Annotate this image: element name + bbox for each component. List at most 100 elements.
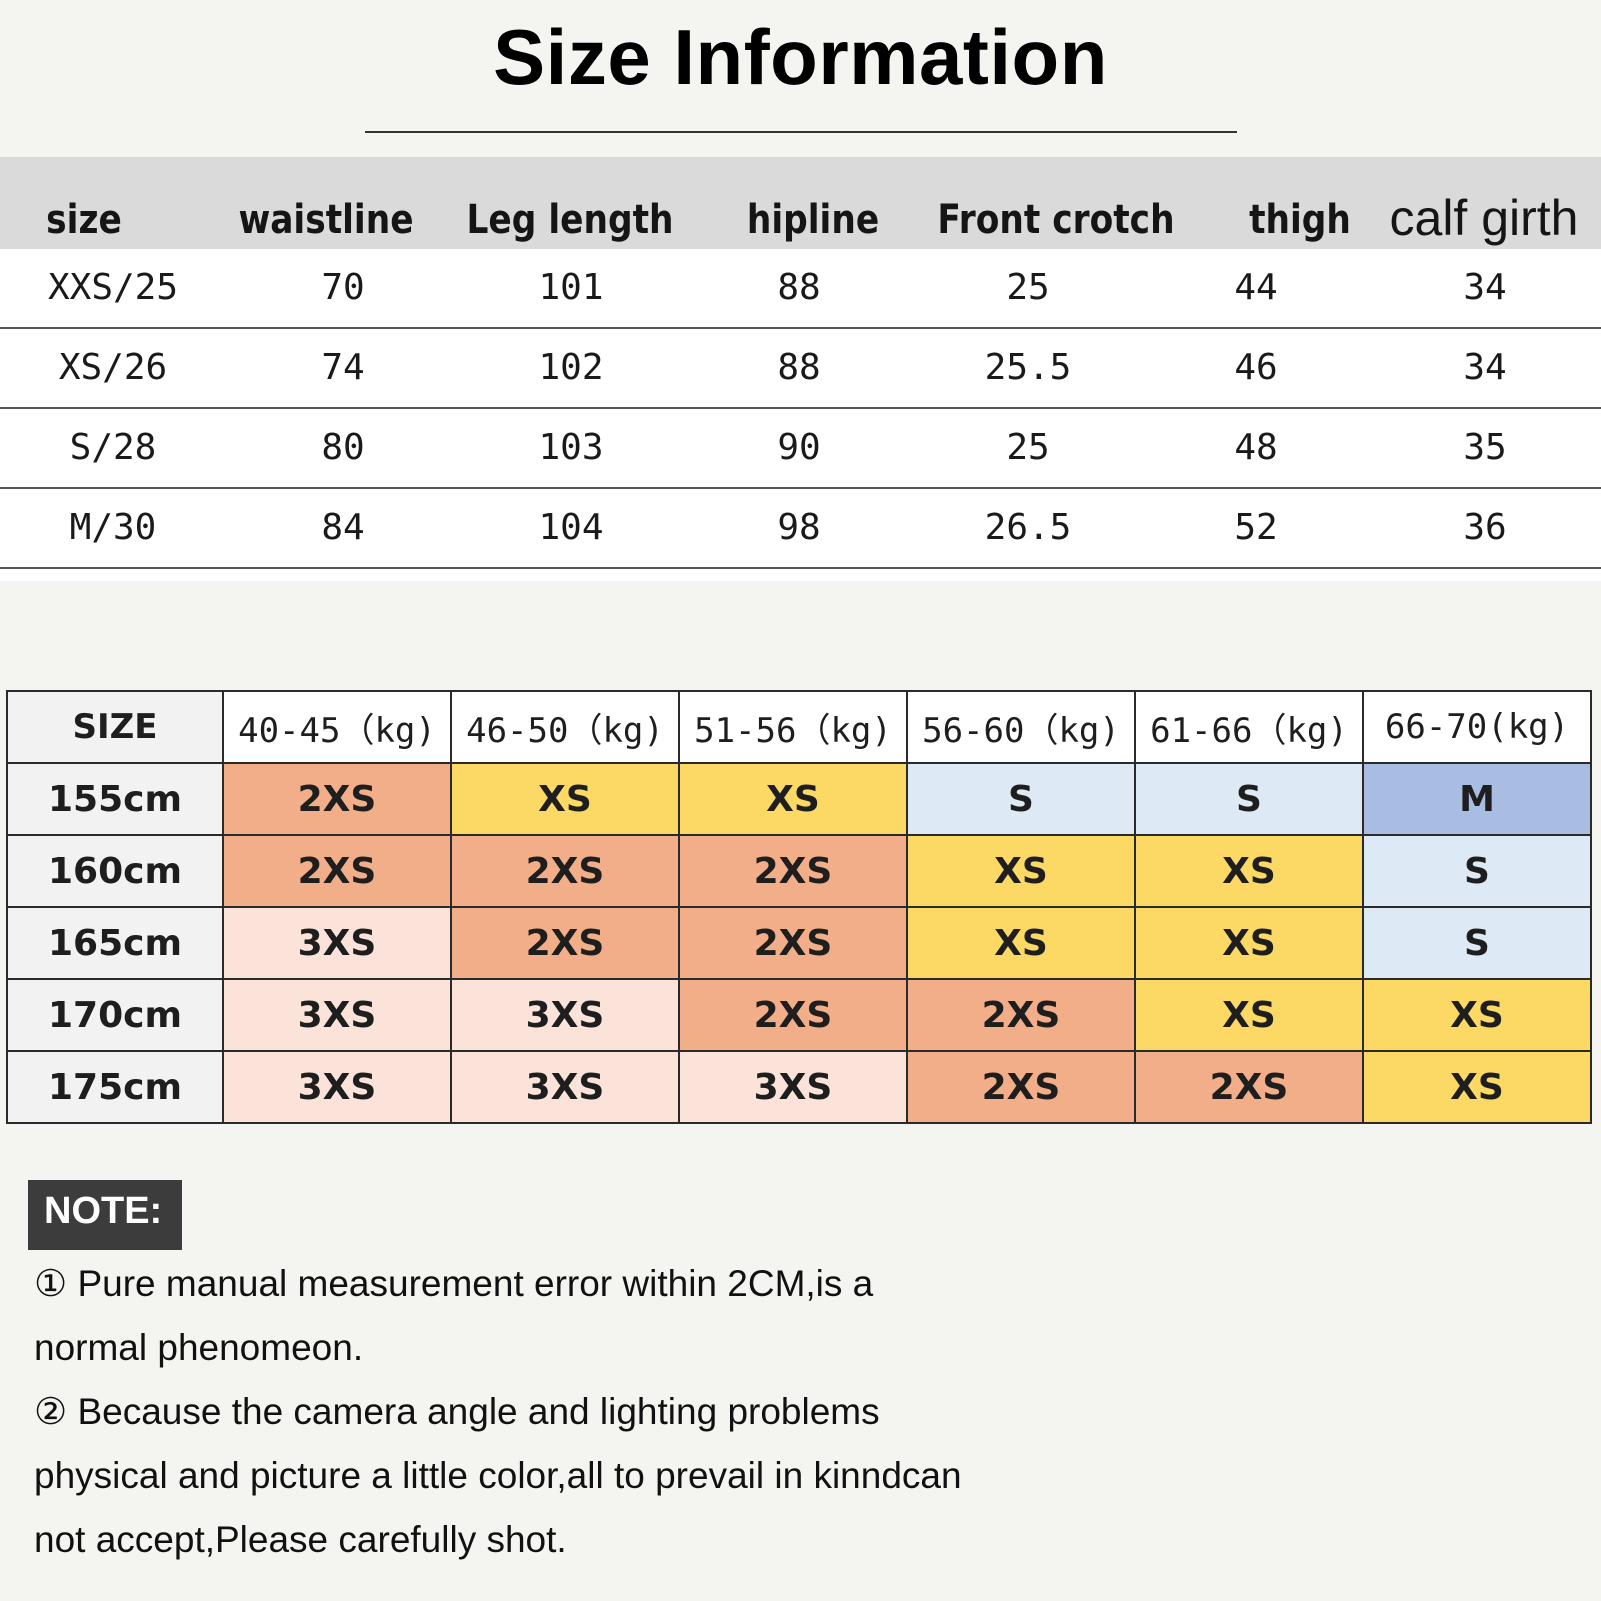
measurement-value: 70	[321, 267, 365, 308]
header-size: size	[46, 197, 122, 243]
size-cell: 2XS	[450, 906, 680, 980]
table-row: XXS/25 70 101 88 25 44 34	[0, 249, 1601, 329]
size-cell: 2XS	[906, 1050, 1136, 1124]
size-cell: XS	[906, 834, 1136, 908]
measurement-value: 74	[321, 347, 365, 388]
header-calf-girth: calf girth	[1389, 190, 1579, 246]
note-line: ② Because the camera angle and lighting …	[34, 1391, 880, 1432]
size-cell: 2XS	[222, 762, 452, 836]
measurement-value: 25	[1006, 267, 1050, 308]
size-cell: 2XS	[222, 834, 452, 908]
size-cell: 2XS	[678, 978, 908, 1052]
measurement-value: 36	[1463, 507, 1507, 548]
page-title: Size Information	[493, 13, 1108, 101]
note-line: not accept,Please carefully shot.	[34, 1519, 567, 1560]
row-divider	[0, 327, 1601, 329]
table-row: XS/26 74 102 88 25.5 46 34	[0, 329, 1601, 409]
size-cell: XS	[450, 762, 680, 836]
size-cell: 2XS	[450, 834, 680, 908]
measurement-value: 103	[538, 427, 604, 468]
size-cell: 2XS	[678, 906, 908, 980]
measurement-value: 34	[1463, 267, 1507, 308]
measurement-value: 104	[538, 507, 604, 548]
size-label: S/28	[69, 427, 157, 468]
row-divider	[0, 407, 1601, 409]
size-cell: M	[1362, 762, 1592, 836]
measurement-value: 84	[321, 507, 365, 548]
weight-range-header: 51-56（kg)	[678, 690, 908, 764]
note-text: ① Pure manual measurement error within 2…	[34, 1252, 1134, 1572]
measurement-value: 101	[538, 267, 604, 308]
measurement-value: 88	[777, 347, 821, 388]
size-cell: XS	[1134, 906, 1364, 980]
size-guide-table: SIZE 40-45（kg) 46-50（kg) 51-56（kg) 56-60（kg)…	[6, 690, 1592, 1124]
weight-range-header: 40-45（kg)	[222, 690, 452, 764]
table-row: 160cm 2XS 2XS 2XS XS XS S	[6, 834, 1592, 908]
height-label: 155cm	[6, 762, 224, 836]
size-cell: XS	[1362, 978, 1592, 1052]
measurement-value: 26.5	[984, 507, 1072, 548]
note-line: normal phenomeon.	[34, 1327, 364, 1368]
size-cell: 3XS	[222, 978, 452, 1052]
header-hipline: hipline	[746, 197, 880, 243]
measurement-value: 25.5	[984, 347, 1072, 388]
size-cell: S	[1362, 906, 1592, 980]
header-leg-length: Leg length	[466, 197, 674, 243]
measurement-value: 48	[1234, 427, 1278, 468]
note-line: physical and picture a little color,all …	[34, 1455, 962, 1496]
row-divider	[0, 567, 1601, 569]
measurement-value: 52	[1234, 507, 1278, 548]
size-cell: 3XS	[222, 906, 452, 980]
size-header: SIZE	[6, 690, 224, 764]
size-label: M/30	[69, 507, 157, 548]
size-cell: XS	[1134, 978, 1364, 1052]
weight-range-header: 56-60（kg)	[906, 690, 1136, 764]
size-cell: XS	[1362, 1050, 1592, 1124]
note-line: ① Pure manual measurement error within 2…	[34, 1263, 874, 1304]
size-cell: S	[1134, 762, 1364, 836]
measurement-value: 25	[1006, 427, 1050, 468]
table-row: M/30 84 104 98 26.5 52 36	[0, 489, 1601, 569]
height-label: 160cm	[6, 834, 224, 908]
header-thigh: thigh	[1249, 197, 1351, 243]
height-label: 165cm	[6, 906, 224, 980]
header-waistline: waistline	[238, 197, 414, 243]
table-row: 175cm 3XS 3XS 3XS 2XS 2XS XS	[6, 1050, 1592, 1124]
measurement-table-body: XXS/25 70 101 88 25 44 34 XS/26 74 102 88 25.5 46 34 S…	[0, 249, 1601, 581]
height-label: 175cm	[6, 1050, 224, 1124]
size-label: XS/26	[58, 347, 168, 388]
title-divider	[365, 131, 1237, 133]
size-label: XXS/25	[47, 267, 179, 308]
measurement-value: 102	[538, 347, 604, 388]
table-row: S/28 80 103 90 25 48 35	[0, 409, 1601, 489]
size-cell: XS	[906, 906, 1136, 980]
table-row: 155cm 2XS XS XS S S M	[6, 762, 1592, 836]
size-cell: 2XS	[1134, 1050, 1364, 1124]
note-badge: NOTE:	[28, 1180, 182, 1250]
header-front-crotch: Front crotch	[937, 197, 1175, 243]
size-cell: 3XS	[450, 1050, 680, 1124]
weight-range-header: 46-50（kg)	[450, 690, 680, 764]
size-cell: 2XS	[906, 978, 1136, 1052]
size-cell: XS	[1134, 834, 1364, 908]
measurement-value: 90	[777, 427, 821, 468]
measurement-value: 98	[777, 507, 821, 548]
measurement-table-header	[0, 157, 1601, 249]
size-cell: XS	[678, 762, 908, 836]
measurement-value: 88	[777, 267, 821, 308]
height-label: 170cm	[6, 978, 224, 1052]
size-cell: 2XS	[678, 834, 908, 908]
weight-range-header: 66-70(kg)	[1362, 690, 1592, 764]
table-row: 170cm 3XS 3XS 2XS 2XS XS XS	[6, 978, 1592, 1052]
measurement-value: 46	[1234, 347, 1278, 388]
size-cell: S	[906, 762, 1136, 836]
size-cell: 3XS	[222, 1050, 452, 1124]
size-cell: 3XS	[450, 978, 680, 1052]
row-divider	[0, 487, 1601, 489]
measurement-value: 35	[1463, 427, 1507, 468]
size-guide-header-row: SIZE 40-45（kg) 46-50（kg) 51-56（kg) 56-60（kg)…	[6, 690, 1592, 764]
measurement-value: 44	[1234, 267, 1278, 308]
measurement-value: 34	[1463, 347, 1507, 388]
measurement-value: 80	[321, 427, 365, 468]
size-cell: S	[1362, 834, 1592, 908]
